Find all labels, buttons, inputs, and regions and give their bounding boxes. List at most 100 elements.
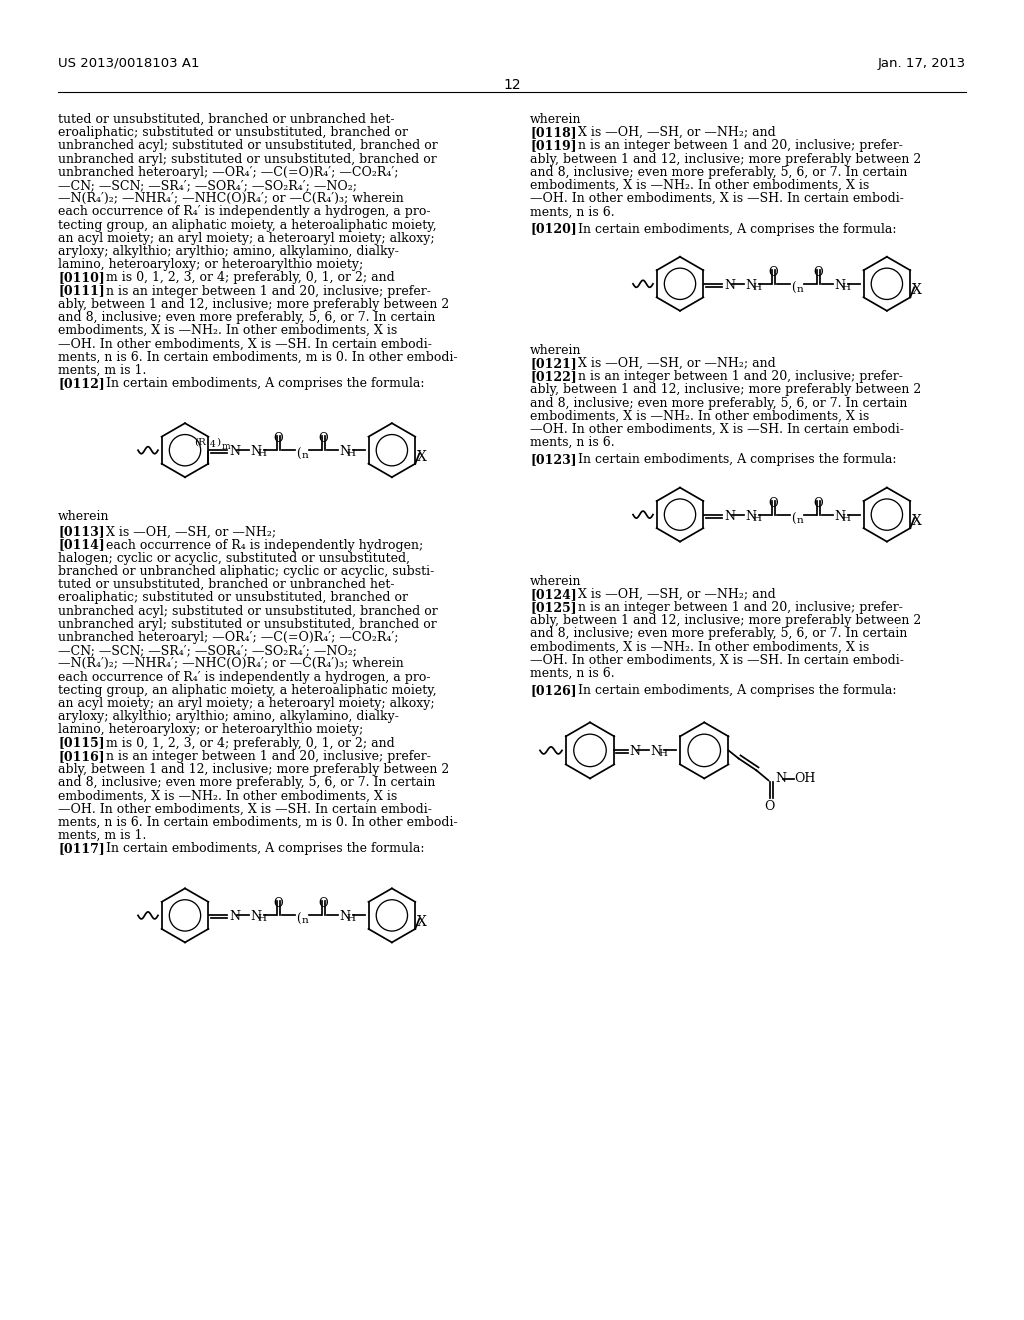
Text: unbranched aryl; substituted or unsubstituted, branched or: unbranched aryl; substituted or unsubsti… [58, 618, 437, 631]
Text: O: O [272, 432, 283, 445]
Text: each occurrence of R₄′ is independently a hydrogen, a pro-: each occurrence of R₄′ is independently … [58, 206, 430, 218]
Text: In certain embodiments, A comprises the formula:: In certain embodiments, A comprises the … [562, 684, 897, 697]
Text: embodiments, X is —NH₂. In other embodiments, X is: embodiments, X is —NH₂. In other embodim… [530, 180, 869, 191]
Text: (: ( [791, 512, 796, 525]
Text: [0113]: [0113] [58, 525, 104, 539]
Text: wherein: wherein [530, 114, 582, 125]
Text: and 8, inclusive; even more preferably, 5, 6, or 7. In certain: and 8, inclusive; even more preferably, … [530, 166, 907, 178]
Text: N: N [744, 510, 756, 523]
Text: wherein: wherein [58, 511, 110, 523]
Text: aryloxy; alkylthio; arylthio; amino, alkylamino, dialky-: aryloxy; alkylthio; arylthio; amino, alk… [58, 710, 399, 723]
Text: m: m [221, 442, 230, 450]
Text: eroaliphatic; substituted or unsubstituted, branched or: eroaliphatic; substituted or unsubstitut… [58, 127, 408, 139]
Text: m is 0, 1, 2, 3, or 4; preferably, 0, 1, or 2; and: m is 0, 1, 2, 3, or 4; preferably, 0, 1,… [90, 272, 395, 284]
Text: tuted or unsubstituted, branched or unbranched het-: tuted or unsubstituted, branched or unbr… [58, 114, 394, 125]
Text: n: n [797, 516, 804, 524]
Text: H: H [842, 513, 851, 523]
Text: N: N [724, 510, 735, 523]
Text: ments, n is 6.: ments, n is 6. [530, 436, 614, 449]
Text: ments, n is 6.: ments, n is 6. [530, 667, 614, 680]
Text: halogen; cyclic or acyclic, substituted or unsubstituted,: halogen; cyclic or acyclic, substituted … [58, 552, 410, 565]
Text: —N(R₄′)₂; —NHR₄′; —NHC(O)R₄′; or —C(R₄′)₃; wherein: —N(R₄′)₂; —NHR₄′; —NHC(O)R₄′; or —C(R₄′)… [58, 657, 403, 671]
Text: H: H [258, 449, 267, 458]
Text: X is —OH, —SH, or —NH₂; and: X is —OH, —SH, or —NH₂; and [562, 356, 776, 370]
Text: eroaliphatic; substituted or unsubstituted, branched or: eroaliphatic; substituted or unsubstitut… [58, 591, 408, 605]
Text: In certain embodiments, A comprises the formula:: In certain embodiments, A comprises the … [562, 453, 897, 466]
Text: US 2013/0018103 A1: US 2013/0018103 A1 [58, 57, 200, 70]
Text: m is 0, 1, 2, 3, or 4; preferably, 0, 1, or 2; and: m is 0, 1, 2, 3, or 4; preferably, 0, 1,… [90, 737, 395, 750]
Text: H: H [347, 915, 356, 924]
Text: O: O [813, 265, 822, 279]
Text: —CN; —SCN; —SR₄′; —SOR₄′; —SO₂R₄′; —NO₂;: —CN; —SCN; —SR₄′; —SOR₄′; —SO₂R₄′; —NO₂; [58, 644, 357, 657]
Text: and 8, inclusive; even more preferably, 5, 6, or 7. In certain: and 8, inclusive; even more preferably, … [58, 776, 435, 789]
Text: [0126]: [0126] [530, 684, 577, 697]
Text: (: ( [296, 449, 300, 461]
Text: ably, between 1 and 12, inclusive; more preferably between 2: ably, between 1 and 12, inclusive; more … [530, 383, 922, 396]
Text: tuted or unsubstituted, branched or unbranched het-: tuted or unsubstituted, branched or unbr… [58, 578, 394, 591]
Text: [0111]: [0111] [58, 285, 104, 297]
Text: ments, n is 6. In certain embodiments, m is 0. In other embodi-: ments, n is 6. In certain embodiments, m… [58, 351, 458, 363]
Text: N: N [650, 746, 662, 759]
Text: [0118]: [0118] [530, 127, 577, 139]
Text: N: N [744, 279, 756, 292]
Text: ments, m is 1.: ments, m is 1. [58, 829, 146, 842]
Text: —CN; —SCN; —SR₄′; —SOR₄′; —SO₂R₄′; —NO₂;: —CN; —SCN; —SR₄′; —SOR₄′; —SO₂R₄′; —NO₂; [58, 180, 357, 191]
Text: O: O [317, 898, 328, 911]
Text: H: H [347, 449, 356, 458]
Text: n is an integer between 1 and 20, inclusive; prefer-: n is an integer between 1 and 20, inclus… [90, 285, 431, 297]
Text: unbranched heteroaryl; —OR₄′; —C(=O)R₄′; —CO₂R₄′;: unbranched heteroaryl; —OR₄′; —C(=O)R₄′;… [58, 166, 398, 178]
Text: and 8, inclusive; even more preferably, 5, 6, or 7. In certain: and 8, inclusive; even more preferably, … [58, 312, 435, 323]
Text: [0114]: [0114] [58, 539, 104, 552]
Text: n: n [302, 916, 308, 925]
Text: ments, n is 6.: ments, n is 6. [530, 206, 614, 218]
Text: embodiments, X is —NH₂. In other embodiments, X is: embodiments, X is —NH₂. In other embodim… [58, 789, 397, 803]
Text: —OH. In other embodiments, X is —SH. In certain embodi-: —OH. In other embodiments, X is —SH. In … [530, 653, 904, 667]
Text: N: N [339, 911, 350, 924]
Text: unbranched acyl; substituted or unsubstituted, branched or: unbranched acyl; substituted or unsubsti… [58, 605, 437, 618]
Text: n is an integer between 1 and 20, inclusive; prefer-: n is an integer between 1 and 20, inclus… [562, 140, 903, 152]
Text: X is —OH, —SH, or —NH₂; and: X is —OH, —SH, or —NH₂; and [562, 587, 776, 601]
Text: X: X [912, 284, 923, 297]
Text: —OH. In other embodiments, X is —SH. In certain embodi-: —OH. In other embodiments, X is —SH. In … [530, 193, 904, 205]
Text: wherein: wherein [530, 574, 582, 587]
Text: In certain embodiments, A comprises the formula:: In certain embodiments, A comprises the … [562, 223, 897, 235]
Text: N: N [724, 279, 735, 292]
Text: n is an integer between 1 and 20, inclusive; prefer-: n is an integer between 1 and 20, inclus… [562, 370, 903, 383]
Text: lamino, heteroaryloxy; or heteroarylthio moiety;: lamino, heteroaryloxy; or heteroarylthio… [58, 259, 364, 271]
Text: N: N [229, 445, 240, 458]
Text: (: ( [296, 913, 300, 927]
Text: X is —OH, —SH, or —NH₂;: X is —OH, —SH, or —NH₂; [90, 525, 276, 539]
Text: (R: (R [195, 438, 206, 446]
Text: N: N [834, 510, 845, 523]
Text: In certain embodiments, A comprises the formula:: In certain embodiments, A comprises the … [90, 378, 425, 389]
Text: X: X [417, 915, 427, 929]
Text: X: X [417, 450, 427, 463]
Text: O: O [272, 898, 283, 911]
Text: n: n [302, 451, 308, 461]
Text: ably, between 1 and 12, inclusive; more preferably between 2: ably, between 1 and 12, inclusive; more … [58, 763, 450, 776]
Text: N: N [630, 746, 640, 759]
Text: an acyl moiety; an aryl moiety; a heteroaryl moiety; alkoxy;: an acyl moiety; an aryl moiety; a hetero… [58, 697, 434, 710]
Text: N: N [229, 911, 240, 924]
Text: [0116]: [0116] [58, 750, 104, 763]
Text: and 8, inclusive; even more preferably, 5, 6, or 7. In certain: and 8, inclusive; even more preferably, … [530, 627, 907, 640]
Text: aryloxy; alkylthio; arylthio; amino, alkylamino, dialky-: aryloxy; alkylthio; arylthio; amino, alk… [58, 246, 399, 257]
Text: unbranched aryl; substituted or unsubstituted, branched or: unbranched aryl; substituted or unsubsti… [58, 153, 437, 165]
Text: O: O [317, 432, 328, 445]
Text: N: N [250, 911, 261, 924]
Text: n: n [797, 285, 804, 294]
Text: embodiments, X is —NH₂. In other embodiments, X is: embodiments, X is —NH₂. In other embodim… [530, 409, 869, 422]
Text: O: O [765, 800, 775, 813]
Text: ments, n is 6. In certain embodiments, m is 0. In other embodi-: ments, n is 6. In certain embodiments, m… [58, 816, 458, 829]
Text: and 8, inclusive; even more preferably, 5, 6, or 7. In certain: and 8, inclusive; even more preferably, … [530, 396, 907, 409]
Text: X is —OH, —SH, or —NH₂; and: X is —OH, —SH, or —NH₂; and [562, 127, 776, 139]
Text: N: N [250, 445, 261, 458]
Text: O: O [768, 265, 777, 279]
Text: [0122]: [0122] [530, 370, 577, 383]
Text: H: H [753, 513, 762, 523]
Text: H: H [753, 282, 762, 292]
Text: 12: 12 [503, 78, 521, 92]
Text: n is an integer between 1 and 20, inclusive; prefer-: n is an integer between 1 and 20, inclus… [90, 750, 431, 763]
Text: [0125]: [0125] [530, 601, 577, 614]
Text: [0124]: [0124] [530, 587, 577, 601]
